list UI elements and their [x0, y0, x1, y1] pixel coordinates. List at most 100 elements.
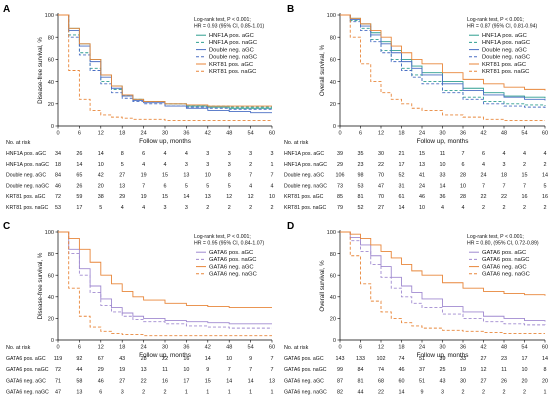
risk-row-label: GATA6 neg. aGC: [284, 378, 324, 384]
risk-count: 41: [419, 173, 425, 179]
risk-count: 143: [336, 356, 345, 362]
risk-count: 70: [378, 173, 384, 179]
y-tick-label: 0: [333, 124, 336, 130]
legend-entry: KRT81 pos. naGC: [482, 69, 529, 75]
risk-count: 14: [542, 173, 548, 179]
risk-count: 51: [419, 356, 425, 362]
x-tick-label: 30: [439, 131, 445, 137]
risk-count: 3: [228, 162, 231, 168]
risk-row-label: KRT81 pos. aGC: [6, 194, 46, 200]
x-tick-label: 24: [419, 131, 425, 137]
y-tick-label: 20: [48, 317, 54, 323]
risk-count: 28: [141, 356, 147, 362]
risk-count: 27: [481, 378, 487, 384]
risk-count: 38: [98, 194, 104, 200]
risk-count: 2: [544, 205, 547, 211]
x-tick-label: 42: [205, 131, 211, 137]
risk-count: 12: [481, 367, 487, 373]
y-tick-label: 20: [48, 102, 54, 108]
survival-curve: [340, 231, 546, 326]
risk-count: 16: [162, 378, 168, 384]
risk-count: 17: [76, 205, 82, 211]
risk-count: 36: [440, 194, 446, 200]
legend-entry: HNF1A pos. aGC: [209, 33, 254, 39]
stat-annotation: HR = 0.95 (95% CI, 0.84-1.07): [194, 241, 264, 247]
risk-count: 15: [205, 378, 211, 384]
risk-count: 7: [271, 356, 274, 362]
risk-count: 15: [419, 151, 425, 157]
risk-count: 10: [440, 162, 446, 168]
risk-count: 7: [228, 367, 231, 373]
legend-entry: GATA6 neg. aGC: [209, 264, 254, 270]
x-tick-label: 12: [378, 345, 384, 351]
stat-annotation: Log-rank test, P < 0.001;: [194, 234, 251, 240]
risk-count: 9: [206, 367, 209, 373]
risk-count: 87: [337, 378, 343, 384]
risk-count: 7: [249, 173, 252, 179]
y-tick-label: 60: [330, 273, 336, 279]
legend-entry: GATA6 pos. aGC: [482, 250, 526, 256]
risk-count: 73: [337, 183, 343, 189]
risk-count: 22: [162, 356, 168, 362]
x-tick-label: 18: [119, 345, 125, 351]
risk-count: 4: [544, 151, 547, 157]
risk-count: 20: [542, 378, 548, 384]
risk-count: 2: [206, 205, 209, 211]
risk-row-label: GATA6 pos. naGC: [6, 367, 49, 373]
x-tick-label: 48: [501, 131, 507, 137]
risk-count: 5: [228, 183, 231, 189]
risk-count: 27: [378, 205, 384, 211]
survival-curve: [58, 14, 272, 107]
risk-count: 46: [419, 194, 425, 200]
risk-count: 6: [99, 390, 102, 396]
y-axis-label: Disease-free survival, %: [37, 37, 44, 104]
risk-count: 30: [378, 151, 384, 157]
risk-count: 44: [358, 390, 364, 396]
stat-annotation: Log-rank test, P < 0.001;: [467, 234, 524, 240]
risk-count: 33: [440, 173, 446, 179]
risk-count: 7: [271, 173, 274, 179]
risk-count: 4: [441, 205, 444, 211]
x-tick-label: 42: [480, 131, 486, 137]
y-tick-label: 80: [48, 35, 54, 41]
y-axis-label: Overall survival, %: [319, 44, 326, 96]
risk-count: 70: [378, 194, 384, 200]
risk-count: 106: [336, 173, 345, 179]
risk-count: 22: [141, 378, 147, 384]
risk-count: 2: [249, 162, 252, 168]
x-tick-label: 24: [140, 131, 146, 137]
panel-letter: B: [287, 4, 294, 15]
risk-count: 74: [378, 367, 384, 373]
y-tick-label: 80: [330, 35, 336, 41]
risk-count: 1: [228, 390, 231, 396]
risk-count: 3: [249, 151, 252, 157]
risk-count: 21: [399, 151, 405, 157]
risk-count: 7: [271, 367, 274, 373]
y-tick-label: 40: [48, 295, 54, 301]
stat-annotation: Log-rank test, P < 0.001;: [467, 17, 524, 23]
risk-count: 74: [399, 356, 405, 362]
x-tick-label: 18: [119, 131, 125, 137]
x-tick-label: 60: [269, 345, 275, 351]
x-tick-label: 18: [398, 131, 404, 137]
risk-count: 53: [358, 183, 364, 189]
y-tick-label: 40: [330, 295, 336, 301]
survival-curve: [58, 14, 272, 121]
risk-count: 9: [249, 356, 252, 362]
risk-row-label: GATA6 neg. naGC: [284, 390, 327, 396]
risk-count: 26: [76, 183, 82, 189]
risk-count: 2: [503, 390, 506, 396]
risk-count: 43: [440, 378, 446, 384]
risk-count: 12: [248, 194, 254, 200]
y-tick-label: 20: [330, 317, 336, 323]
legend-entry: GATA6 pos. naGC: [482, 257, 529, 263]
risk-count: 31: [399, 183, 405, 189]
panel-letter: C: [3, 221, 10, 232]
risk-count: 14: [399, 205, 405, 211]
risk-row-label: HNF1A pos. naGC: [6, 162, 49, 168]
y-tick-label: 0: [51, 338, 54, 344]
risk-count: 4: [462, 205, 465, 211]
legend-entry: KRT81 pos. naGC: [209, 69, 256, 75]
risk-count: 81: [358, 194, 364, 200]
x-tick-label: 6: [359, 345, 362, 351]
